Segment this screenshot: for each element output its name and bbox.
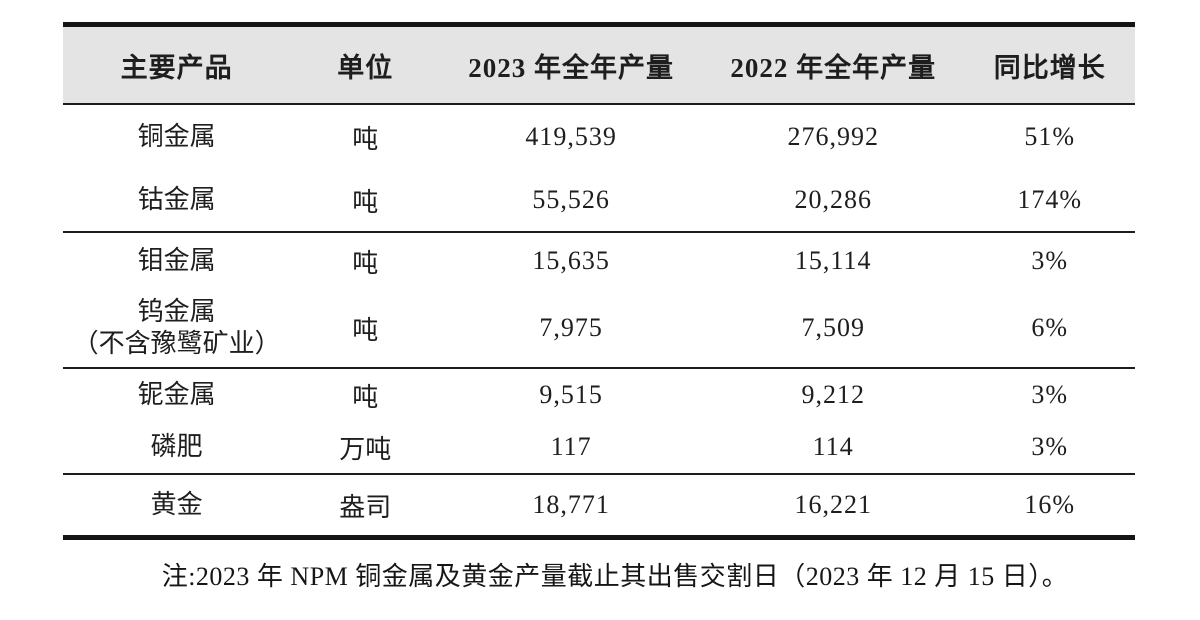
- cell-yoy: 16%: [1024, 490, 1076, 519]
- cell-unit: 吨: [352, 124, 379, 154]
- cell-product: 钨金属 （不含豫鹭矿业）: [72, 296, 281, 359]
- cell-yoy: 51%: [1024, 122, 1076, 151]
- cell-unit: 吨: [352, 382, 379, 412]
- cell-product: 铜金属: [137, 121, 216, 151]
- production-table: 主要产品 单位 2023 年全年产量 2022 年全年产量 同比增长 铜金属 吨…: [63, 22, 1135, 540]
- col-header-2022: 2022 年全年产量: [730, 52, 937, 83]
- table-row-phosphate: 磷肥 万吨 117 114 3%: [63, 421, 1135, 475]
- cell-2022: 16,221: [794, 490, 872, 519]
- col-header-yoy: 同比增长: [993, 52, 1106, 83]
- col-header-product: 主要产品: [120, 52, 233, 83]
- table-row-molybdenum: 钼金属 吨 15,635 15,114 3%: [63, 233, 1135, 289]
- cell-2023: 7,975: [539, 313, 603, 342]
- cell-2022: 20,286: [794, 185, 872, 214]
- cell-2022: 9,212: [801, 380, 865, 409]
- cell-2022: 114: [812, 432, 854, 461]
- cell-unit: 盎司: [339, 492, 392, 522]
- footnote: 注:2023 年 NPM 铜金属及黄金产量截止其出售交割日（2023 年 12 …: [161, 562, 1069, 591]
- cell-2023: 9,515: [539, 380, 603, 409]
- cell-yoy: 6%: [1031, 313, 1069, 342]
- cell-2023: 55,526: [532, 185, 610, 214]
- table-header-row: 主要产品 单位 2023 年全年产量 2022 年全年产量 同比增长: [63, 27, 1135, 105]
- cell-2023: 15,635: [532, 246, 610, 275]
- cell-2023: 18,771: [532, 490, 610, 519]
- table-row-gold: 黄金 盎司 18,771 16,221 16%: [63, 475, 1135, 535]
- table-row-copper: 铜金属 吨 419,539 276,992 51%: [63, 105, 1135, 169]
- cell-product: 磷肥: [150, 431, 203, 461]
- cell-2023: 117: [550, 432, 592, 461]
- cell-yoy: 3%: [1031, 432, 1069, 461]
- table-row-cobalt: 钴金属 吨 55,526 20,286 174%: [63, 169, 1135, 233]
- col-header-unit: 单位: [337, 52, 394, 83]
- cell-2022: 15,114: [794, 246, 872, 275]
- col-header-2023: 2023 年全年产量: [468, 52, 674, 83]
- cell-unit: 万吨: [339, 434, 392, 464]
- table-row-niobium: 铌金属 吨 9,515 9,212 3%: [63, 369, 1135, 421]
- cell-product: 钴金属: [137, 184, 216, 214]
- cell-unit: 吨: [352, 248, 379, 278]
- cell-yoy: 174%: [1017, 185, 1083, 214]
- cell-2022: 7,509: [801, 313, 865, 342]
- cell-yoy: 3%: [1031, 246, 1069, 275]
- cell-unit: 吨: [352, 187, 379, 217]
- cell-product: 铌金属: [137, 379, 216, 409]
- table-row-tungsten: 钨金属 （不含豫鹭矿业） 吨 7,975 7,509 6%: [63, 289, 1135, 369]
- cell-2023: 419,539: [525, 122, 617, 151]
- cell-unit: 吨: [352, 315, 379, 345]
- cell-product: 黄金: [150, 489, 203, 519]
- cell-product: 钼金属: [137, 245, 216, 275]
- cell-2022: 276,992: [787, 122, 879, 151]
- cell-yoy: 3%: [1031, 380, 1069, 409]
